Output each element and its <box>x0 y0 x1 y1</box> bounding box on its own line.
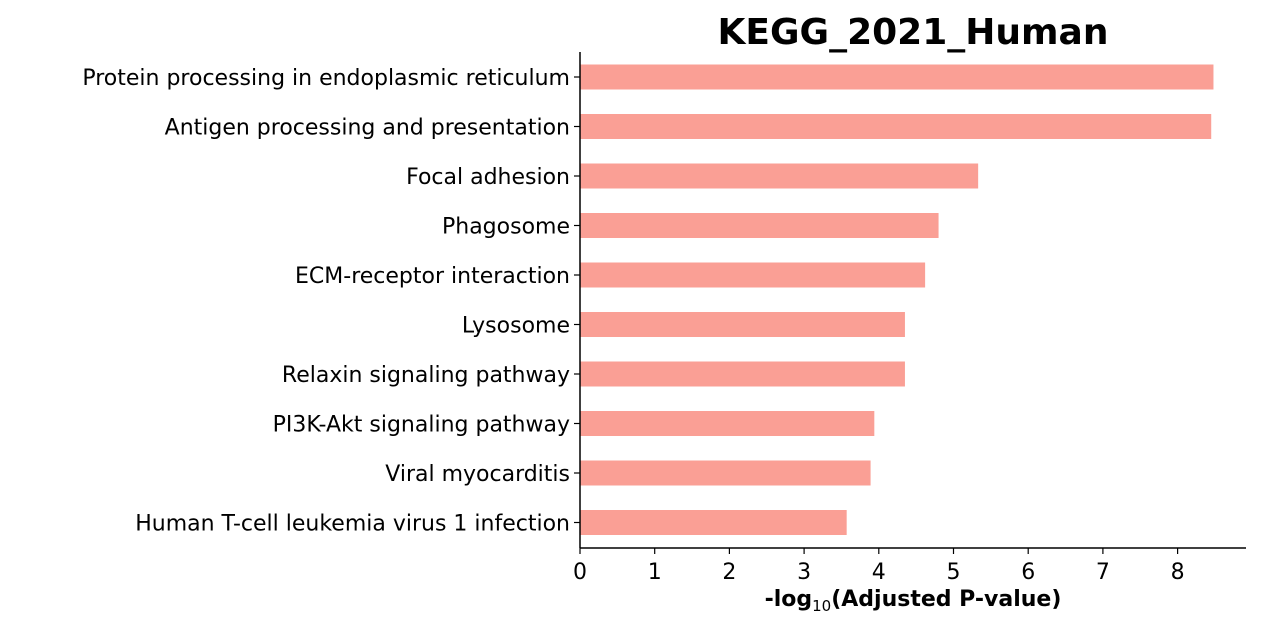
x-axis-ticks: 0 1 2 3 4 5 6 7 8 <box>573 548 1185 585</box>
x-tick-label: 2 <box>722 560 736 585</box>
category-label: Viral myocarditis <box>385 462 570 487</box>
x-tick-label: 8 <box>1171 560 1185 585</box>
bar <box>580 361 905 387</box>
x-axis-label: -log10(Adjusted P-value) <box>765 587 1062 615</box>
category-label: Protein processing in endoplasmic reticu… <box>82 66 570 91</box>
category-label: Lysosome <box>462 314 570 339</box>
x-tick-label: 4 <box>872 560 886 585</box>
chart-title: KEGG_2021_Human <box>718 12 1109 53</box>
bar <box>580 163 979 189</box>
category-label: ECM-receptor interaction <box>295 264 570 289</box>
bar <box>580 213 939 238</box>
x-tick-label: 1 <box>648 560 662 585</box>
category-label: Human T-cell leukemia virus 1 infection <box>135 512 570 537</box>
category-label: Relaxin signaling pathway <box>282 363 570 388</box>
x-axis-label-subscript: 10 <box>812 597 831 615</box>
category-label: PI3K-Akt signaling pathway <box>273 413 570 438</box>
x-tick-label: 5 <box>947 560 961 585</box>
category-labels: Protein processing in endoplasmic reticu… <box>82 66 580 537</box>
x-tick-label: 0 <box>573 560 587 585</box>
category-label: Focal adhesion <box>406 165 570 190</box>
x-axis-label-prefix: -log <box>765 587 813 612</box>
bar <box>580 460 871 486</box>
x-tick-label: 6 <box>1021 560 1035 585</box>
bar <box>580 312 905 337</box>
bars-layer <box>580 64 1214 535</box>
bar <box>580 510 847 535</box>
x-axis-label-suffix: (Adjusted P-value) <box>831 587 1061 612</box>
bar <box>580 64 1214 90</box>
x-tick-label: 3 <box>797 560 811 585</box>
bar <box>580 411 875 436</box>
x-tick-label: 7 <box>1096 560 1110 585</box>
category-label: Phagosome <box>442 215 570 240</box>
bar <box>580 262 926 288</box>
category-label: Antigen processing and presentation <box>165 116 570 141</box>
bar <box>580 114 1212 139</box>
